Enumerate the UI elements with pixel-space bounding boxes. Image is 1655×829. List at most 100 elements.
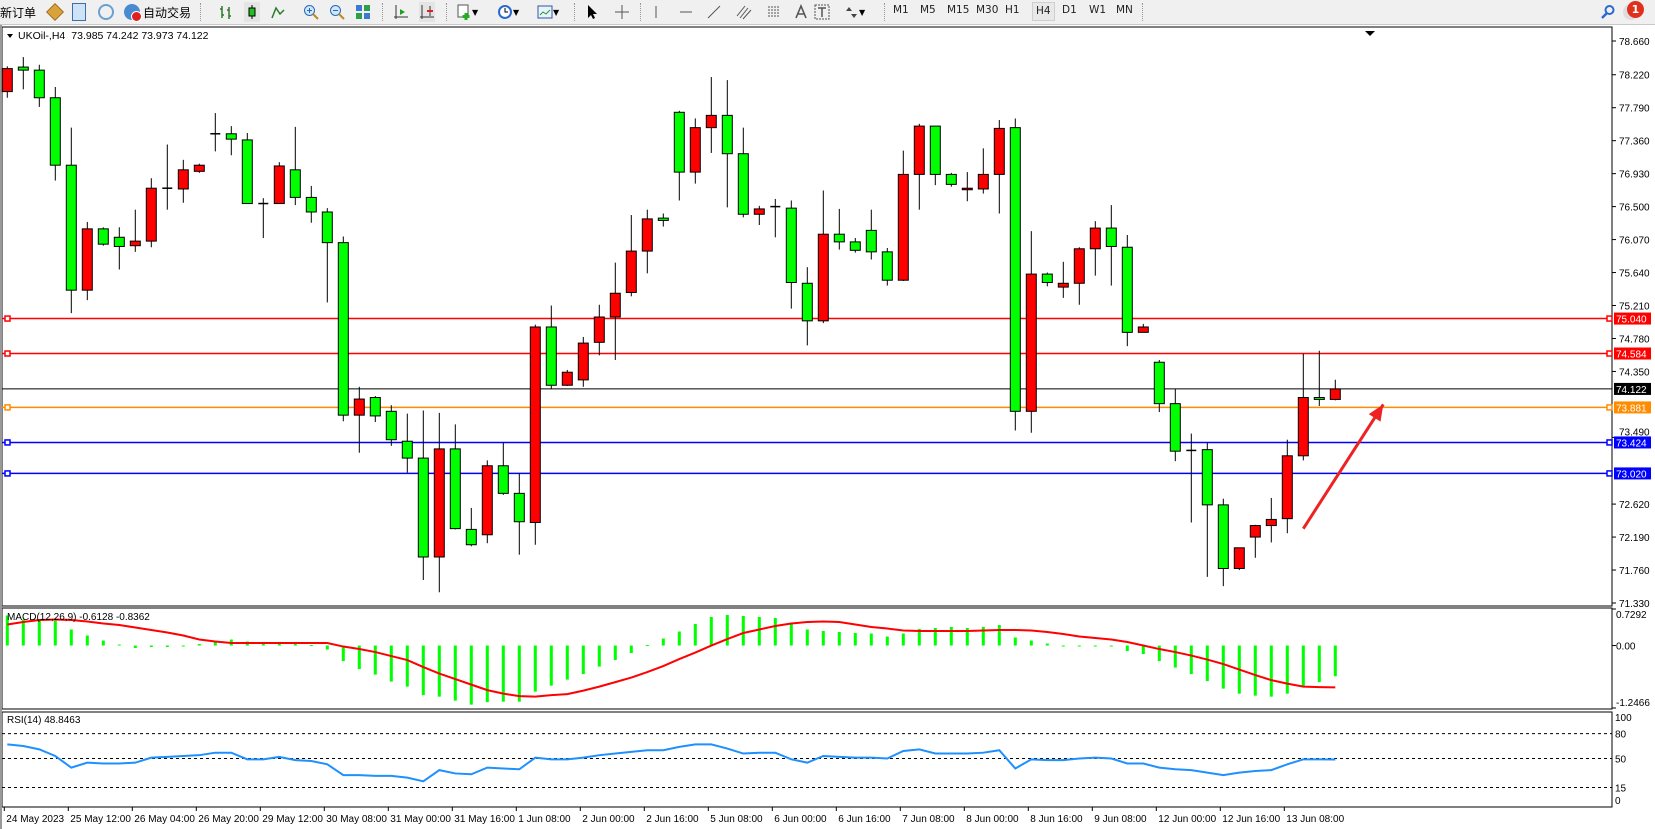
candle bbox=[753, 205, 765, 226]
line-anchor-handle[interactable] bbox=[1606, 315, 1613, 322]
macd-histogram-bar bbox=[773, 617, 777, 646]
market-watch-icon bbox=[46, 3, 64, 21]
timeframe-h1[interactable]: H1 bbox=[1005, 4, 1020, 16]
candle-body bbox=[785, 207, 797, 284]
toolbar-separator bbox=[884, 3, 886, 21]
macd-histogram-bar bbox=[101, 640, 105, 646]
text-button[interactable] bbox=[793, 2, 809, 22]
candle-body bbox=[897, 173, 909, 281]
fibonacci-button[interactable] bbox=[766, 2, 782, 22]
timeframe-h4[interactable]: H4 bbox=[1032, 2, 1055, 21]
timeframe-w1[interactable]: W1 bbox=[1089, 4, 1107, 16]
time-tick-label: 24 May 2023 bbox=[6, 814, 64, 825]
vertical-line-button[interactable] bbox=[648, 2, 664, 22]
macd-histogram-bar bbox=[981, 626, 985, 646]
timeframe-m15[interactable]: M15 bbox=[947, 4, 970, 16]
navigator-button[interactable] bbox=[98, 2, 114, 22]
candle-body bbox=[337, 242, 349, 416]
candle bbox=[145, 178, 157, 248]
text-label-button[interactable] bbox=[814, 2, 830, 22]
candle bbox=[465, 507, 477, 547]
timeframe-m30[interactable]: M30 bbox=[976, 4, 999, 16]
line-chart-button[interactable] bbox=[270, 2, 286, 22]
trendline-icon bbox=[707, 5, 721, 19]
candle bbox=[689, 118, 701, 184]
chart-shift-marker-icon[interactable] bbox=[1365, 31, 1375, 36]
candle bbox=[945, 172, 957, 187]
macd-histogram-bar bbox=[709, 616, 713, 646]
line-anchor-handle[interactable] bbox=[1606, 470, 1613, 477]
candle-body bbox=[497, 465, 509, 494]
macd-histogram-bar bbox=[1093, 645, 1097, 647]
candle bbox=[289, 126, 301, 206]
bar-chart-button[interactable] bbox=[218, 2, 234, 22]
auto-trading-button[interactable]: 自动交易 bbox=[124, 2, 191, 22]
candle bbox=[577, 336, 589, 387]
zoom-out-button[interactable] bbox=[329, 2, 345, 22]
candle-body bbox=[689, 127, 701, 173]
arrows-button[interactable]: ▼ bbox=[843, 2, 865, 22]
macd-histogram-bar bbox=[117, 644, 121, 646]
search-button[interactable] bbox=[1600, 2, 1616, 22]
macd-histogram-bar bbox=[917, 629, 921, 646]
macd-histogram-bar bbox=[533, 645, 537, 692]
horizontal-line-button[interactable] bbox=[678, 2, 694, 22]
line-anchor-handle[interactable] bbox=[1606, 404, 1613, 411]
candle bbox=[401, 413, 413, 473]
trendline-button[interactable] bbox=[706, 2, 722, 22]
macd-label: MACD(12,26,9) -0.6128 -0.8362 bbox=[7, 612, 150, 623]
periods-button[interactable]: ▼ bbox=[497, 2, 519, 22]
macd-histogram-bar bbox=[1253, 645, 1257, 696]
periods-icon bbox=[498, 5, 512, 19]
line-anchor-handle[interactable] bbox=[4, 439, 11, 446]
line-anchor-handle[interactable] bbox=[4, 470, 11, 477]
candle bbox=[673, 110, 685, 201]
candle-body bbox=[1233, 547, 1245, 569]
arrow-shaft[interactable] bbox=[1302, 403, 1385, 530]
macd-histogram-bar bbox=[165, 645, 169, 648]
candle bbox=[1265, 497, 1277, 543]
candle-body bbox=[529, 326, 541, 523]
tile-windows-button[interactable] bbox=[355, 2, 371, 22]
candle-body bbox=[417, 457, 429, 558]
navigator-icon bbox=[98, 4, 114, 20]
line-anchor-handle[interactable] bbox=[4, 315, 11, 322]
market-watch-button[interactable] bbox=[46, 2, 64, 22]
candle bbox=[481, 460, 493, 544]
macd-histogram-bar bbox=[85, 635, 89, 646]
chart-shift-button[interactable] bbox=[393, 2, 409, 22]
cursor-button[interactable] bbox=[584, 2, 600, 22]
timeframe-mn[interactable]: MN bbox=[1116, 4, 1133, 16]
crosshair-button[interactable] bbox=[614, 2, 630, 22]
macd-histogram-bar bbox=[517, 645, 521, 702]
left-border bbox=[0, 0, 2, 829]
templates-button[interactable]: ▼ bbox=[537, 2, 559, 22]
timeframe-m1[interactable]: M1 bbox=[893, 4, 909, 16]
auto-scroll-button[interactable] bbox=[419, 2, 435, 22]
candle bbox=[785, 200, 797, 309]
line-anchor-handle[interactable] bbox=[1606, 439, 1613, 446]
line-anchor-handle[interactable] bbox=[4, 350, 11, 357]
macd-tick-label: 0.7292 bbox=[1616, 610, 1647, 621]
chart-shift-icon bbox=[394, 5, 408, 19]
price-line-tag bbox=[1614, 467, 1651, 480]
arrow-head-icon[interactable] bbox=[1368, 404, 1384, 422]
chart-menu-triangle-icon[interactable] bbox=[7, 34, 13, 38]
macd-histogram-bar bbox=[853, 633, 857, 646]
data-window-button[interactable] bbox=[72, 2, 86, 22]
line-anchor-handle[interactable] bbox=[4, 404, 11, 411]
annotation-arrow[interactable] bbox=[1302, 403, 1385, 530]
timeframe-m5[interactable]: M5 bbox=[920, 4, 936, 16]
equidistant-channel-button[interactable] bbox=[736, 2, 752, 22]
price-line-label: 73.424 bbox=[1616, 438, 1647, 449]
new-chart-button[interactable]: ▼ bbox=[456, 2, 478, 22]
timeframe-d1[interactable]: D1 bbox=[1062, 4, 1077, 16]
line-anchor-handle[interactable] bbox=[1606, 350, 1613, 357]
candle-body bbox=[81, 228, 93, 291]
candle bbox=[1073, 247, 1085, 305]
time-axis: 24 May 2023 25 May 12:00 26 May 04:00 26 Ma… bbox=[3, 807, 1345, 825]
candlestick-button[interactable] bbox=[244, 2, 260, 22]
zoom-in-button[interactable] bbox=[303, 2, 319, 22]
new-order-button[interactable]: 新订单 bbox=[0, 2, 36, 22]
